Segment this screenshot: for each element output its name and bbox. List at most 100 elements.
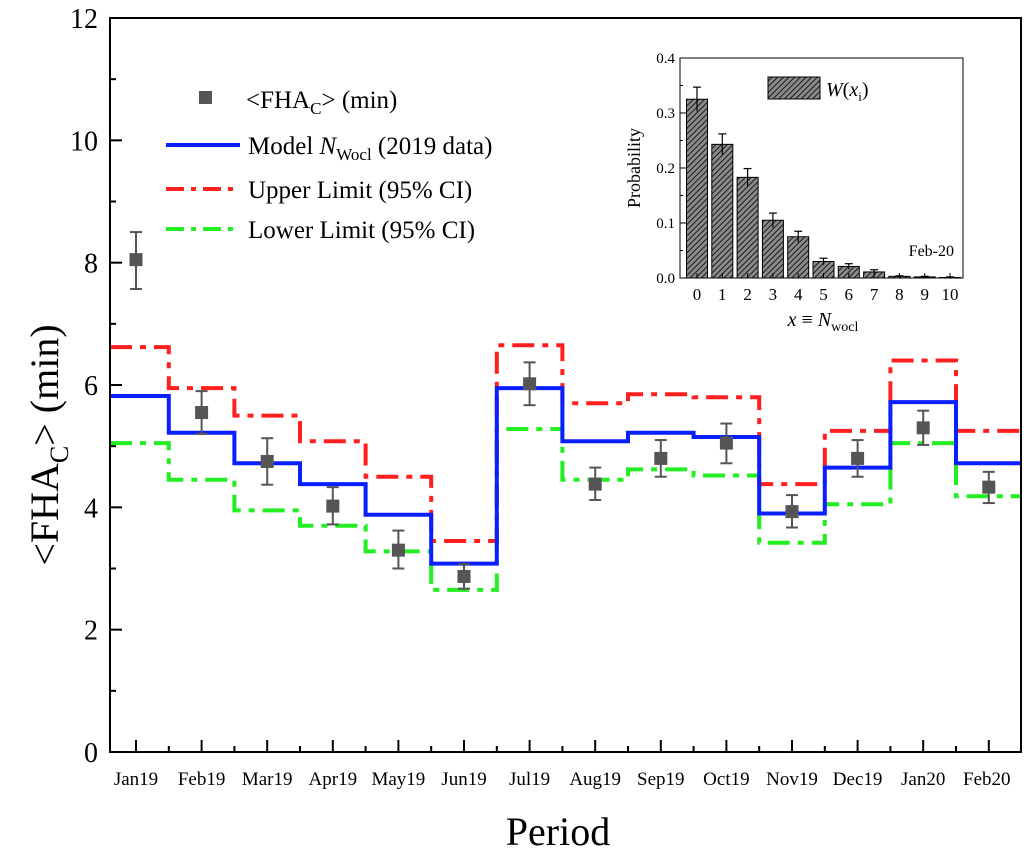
- y-tick-label: 2: [84, 616, 98, 647]
- inset-bar-0: [686, 86, 708, 279]
- point-marker: [785, 505, 799, 519]
- bar: [761, 219, 784, 279]
- data-point-Jul19: [523, 361, 537, 407]
- legend-label-upper: Upper Limit (95% CI): [248, 177, 472, 204]
- y-tick-label: 0: [84, 738, 98, 769]
- point-marker: [851, 451, 865, 465]
- inset-annotation: Feb-20: [909, 243, 954, 260]
- inset-bars: [686, 86, 961, 279]
- inset-bar-2: [736, 167, 759, 279]
- x-tick-label: Jul19: [509, 769, 550, 790]
- inset-x-axis-title: x ≡ Nwocl: [787, 309, 859, 335]
- x-tick-label: Apr19: [309, 769, 358, 790]
- inset-x-tick-label: 4: [794, 285, 803, 304]
- inset-x-axis: 0 1 2 3 4 5 6 7 8 9 10: [693, 273, 959, 304]
- point-marker: [391, 543, 405, 557]
- inset-y-tick-label: 0.4: [656, 51, 675, 67]
- x-tick-label: Jun19: [441, 769, 486, 790]
- point-marker: [654, 451, 668, 465]
- inset-y-tick-label: 0.0: [656, 271, 675, 287]
- data-point-Feb20: [982, 470, 996, 505]
- data-point-Dec19: [851, 439, 865, 478]
- inset-legend-swatch: [767, 76, 821, 100]
- inset-x-tick-label: 9: [920, 285, 929, 304]
- point-marker: [260, 454, 274, 468]
- inset-x-tick-label: 10: [942, 285, 959, 304]
- x-tick-label: Aug19: [569, 769, 621, 790]
- legend-label-model: Model NWocl (2019 data): [248, 133, 492, 164]
- x-axis-title: Period: [506, 809, 610, 852]
- inset-x-tick-label: 7: [870, 285, 879, 304]
- data-point-Feb19: [195, 390, 209, 435]
- data-point-Jun19: [457, 563, 471, 590]
- x-tick-label: Jan20: [901, 769, 945, 790]
- x-tick-label: Nov19: [766, 769, 818, 790]
- point-marker: [719, 436, 733, 450]
- inset-x-tick-label: 5: [819, 285, 828, 304]
- inset-bar-4: [787, 230, 810, 279]
- x-tick-label: Mar19: [242, 769, 293, 790]
- series-line-2: [110, 343, 1021, 543]
- x-tick-label: Oct19: [703, 769, 749, 790]
- inset-x-tick-label: 0: [693, 285, 702, 304]
- main-plot-frame: [109, 17, 1022, 753]
- data-point-Sep19: [654, 439, 668, 478]
- inset-y-tick-label: 0.1: [656, 216, 675, 232]
- data-point-Jan19: [129, 231, 143, 290]
- y-axis-title: <FHAC> (min): [22, 324, 74, 565]
- main-legend: <FHAC> (min) Model NWocl (2019 data) Upp…: [166, 87, 492, 244]
- inset-legend-label: W(xi): [826, 79, 869, 104]
- inset-y-axis-title: Probability: [624, 128, 644, 208]
- main-x-axis: Jan19 Feb19 Mar19 Apr19 May19 Jun19 Jul19 Aug19…: [114, 740, 1011, 790]
- inset-y-axis: 0.0 0.1 0.2 0.3 0.4: [656, 51, 686, 287]
- inset-x-tick-label: 1: [718, 285, 727, 304]
- inset-y-tick-label: 0.3: [656, 106, 675, 122]
- main-series-layer: [110, 231, 1021, 592]
- x-tick-label: Feb20: [963, 769, 1011, 790]
- data-point-Apr19: [326, 486, 340, 526]
- legend-label-lower: Lower Limit (95% CI): [248, 217, 475, 244]
- data-point-May19: [391, 529, 405, 570]
- data-point-Nov19: [785, 494, 799, 529]
- point-marker: [588, 477, 602, 491]
- inset-x-tick-label: 8: [895, 285, 904, 304]
- data-point-Jan20: [916, 409, 930, 446]
- point-marker: [916, 421, 930, 435]
- main-y-axis: 0 2 4 6 8 10 12: [70, 4, 122, 769]
- series-line-1: [110, 386, 1021, 566]
- inset-x-tick-label: 2: [743, 285, 752, 304]
- x-tick-label: Sep19: [637, 769, 685, 790]
- inset-x-tick-label: 6: [845, 285, 854, 304]
- inset-y-tick-label: 0.2: [656, 161, 675, 177]
- inset-bar-1: [711, 133, 734, 279]
- inset-x-tick-label: 3: [769, 285, 778, 304]
- bar: [686, 98, 708, 279]
- point-marker: [326, 499, 340, 513]
- point-marker: [129, 253, 143, 267]
- y-tick-label: 12: [70, 4, 98, 35]
- x-tick-label: Dec19: [833, 769, 883, 790]
- point-marker: [457, 569, 471, 583]
- y-tick-label: 4: [84, 493, 98, 524]
- inset-chart: 0.0 0.1 0.2 0.3 0.4 0 1 2 3 4 5 6 7 8 9 10 Probability…: [624, 51, 964, 335]
- data-point-Aug19: [588, 466, 602, 501]
- inset-bar-3: [761, 212, 784, 279]
- data-point-Oct19: [719, 422, 733, 465]
- point-marker: [982, 480, 996, 494]
- x-tick-label: May19: [371, 769, 425, 790]
- y-tick-label: 8: [84, 249, 98, 280]
- point-marker: [195, 406, 209, 420]
- x-tick-label: Jan19: [114, 769, 158, 790]
- bar: [736, 176, 759, 279]
- series-line-3: [110, 427, 1021, 592]
- legend-label-fha: <FHAC> (min): [246, 87, 397, 118]
- legend-marker-fha: [199, 91, 212, 104]
- bar: [787, 236, 810, 279]
- y-tick-label: 10: [70, 126, 98, 157]
- y-tick-label: 6: [84, 371, 98, 402]
- x-tick-label: Feb19: [178, 769, 226, 790]
- bar: [711, 143, 734, 279]
- point-marker: [523, 377, 537, 391]
